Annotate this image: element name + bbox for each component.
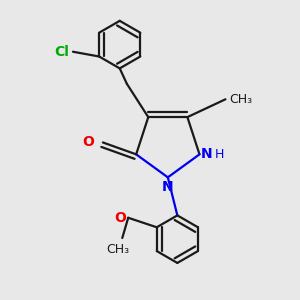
Text: N: N xyxy=(162,180,174,194)
Text: O: O xyxy=(114,211,126,225)
Text: O: O xyxy=(83,136,94,149)
Text: H: H xyxy=(215,148,224,161)
Text: Cl: Cl xyxy=(55,45,69,59)
Text: N: N xyxy=(201,147,212,161)
Text: CH₃: CH₃ xyxy=(106,243,129,256)
Text: CH₃: CH₃ xyxy=(229,93,252,106)
